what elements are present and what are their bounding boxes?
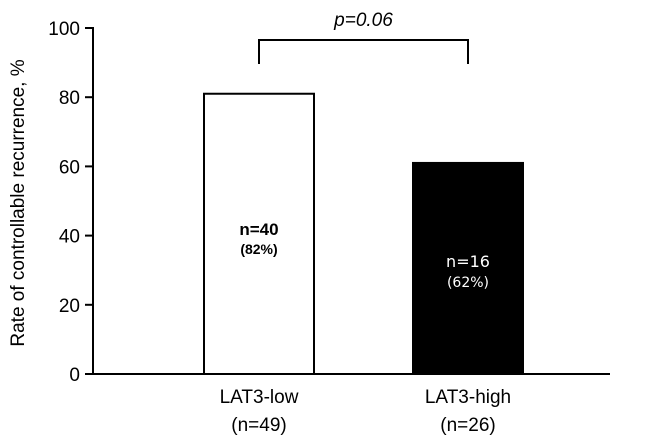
y-axis-label: Rate of controllable recurrence, %	[8, 59, 29, 346]
y-tick-label-20: 20	[59, 296, 80, 317]
y-tick-label-60: 60	[59, 157, 80, 178]
bar-lat3-high	[412, 161, 524, 375]
bars-group	[203, 92, 524, 376]
y-tick-label-0: 0	[69, 365, 80, 386]
bar-label-percent-lat3-low: (82%)	[240, 241, 277, 257]
p-value-label: p=0.06	[333, 10, 393, 31]
bar-label-count-lat3-low: n=40	[239, 220, 278, 239]
y-tick-label-80: 80	[59, 88, 80, 109]
x-tick-sublabel-lat3-low: (n=49)	[231, 415, 286, 436]
bar-label-count-lat3-high: n=16	[446, 252, 490, 271]
y-tick-label-100: 100	[48, 19, 80, 40]
significance-bracket	[258, 39, 469, 64]
bar-label-percent-lat3-high: (62%)	[447, 275, 489, 291]
y-axis-ticks: 0 20 40 60 80 100	[48, 19, 93, 386]
y-tick-label-40: 40	[59, 227, 80, 248]
x-tick-label-lat3-low: LAT3-low	[220, 387, 299, 408]
x-tick-sublabel-lat3-high: (n=26)	[440, 415, 495, 436]
x-tick-label-lat3-high: LAT3-high	[425, 387, 511, 408]
significance-bracket-line	[258, 39, 469, 64]
